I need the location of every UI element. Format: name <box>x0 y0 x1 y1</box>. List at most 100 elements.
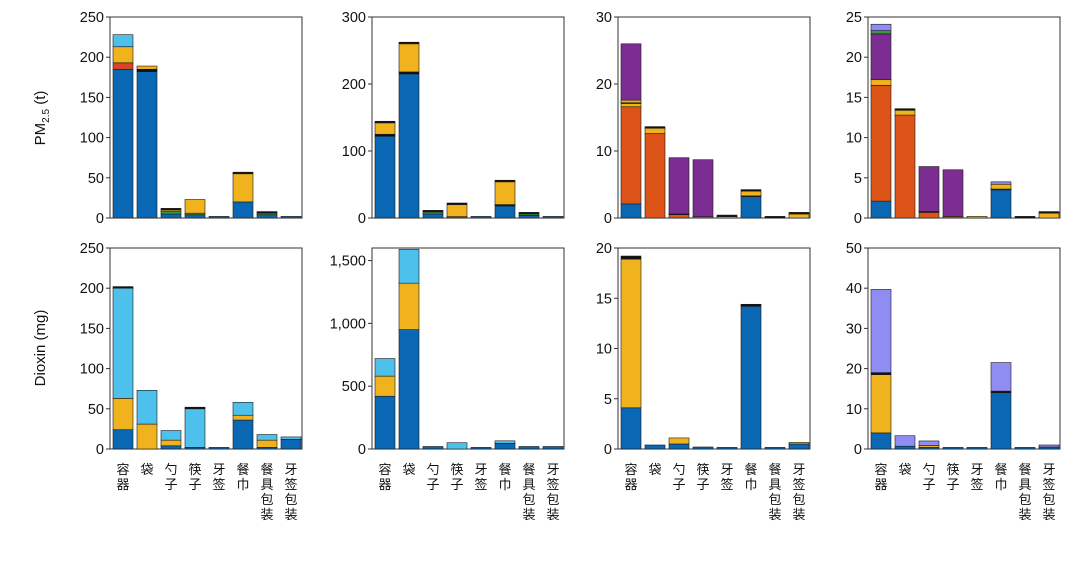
bar-segment-dark-blue <box>894 445 916 450</box>
plot-frame <box>617 247 811 450</box>
bar-segment-red-orange <box>668 214 690 219</box>
bar-segment-orange <box>870 79 892 86</box>
bar-segment-green <box>160 211 182 215</box>
bar-segment-dark-blue <box>518 446 540 450</box>
bar-segment-dark-blue <box>494 205 516 219</box>
y-tick-label: 5 <box>854 171 862 187</box>
category-label: 牙签 <box>474 463 487 493</box>
y-tick-label: 150 <box>80 90 104 106</box>
bar-segment-orange <box>620 103 642 108</box>
bar-segment-orange <box>494 181 516 205</box>
bar-segment-dark-blue <box>470 447 492 450</box>
plot-frame <box>371 16 565 219</box>
category-label: 筷子 <box>946 462 959 493</box>
y-tick-label: 200 <box>80 50 104 66</box>
bar-segment-dark-blue <box>788 443 810 450</box>
y-label-dioxin: Dioxin (mg) <box>32 310 49 387</box>
plot-frame <box>109 16 303 219</box>
bar-segment-dark-blue <box>398 73 420 219</box>
bar-segment-light-blue <box>398 248 420 284</box>
category-label: 牙签包装 <box>546 463 559 523</box>
bar-segment-light-blue <box>136 390 158 425</box>
bar-segment-light-blue <box>374 358 396 377</box>
bar-segment-orange <box>374 122 396 135</box>
bar-segment-light-blue <box>184 408 206 448</box>
bar-segment-lavender <box>918 440 940 446</box>
category-label: 容器 <box>378 462 391 493</box>
bar-segment-black <box>1014 216 1036 219</box>
y-tick-label: 1,500 <box>330 254 366 270</box>
bar-segment-light-blue <box>280 436 302 440</box>
y-tick-label: 100 <box>80 131 104 147</box>
bar-segment-light-blue <box>112 34 134 48</box>
bar-segment-purple <box>668 157 690 215</box>
y-tick-label: 250 <box>80 10 104 26</box>
bar-segment-light-blue <box>494 440 516 444</box>
bar-segment-dark-blue <box>542 216 564 219</box>
bar-segment-orange <box>184 199 206 214</box>
bar-segment-orange <box>136 423 158 450</box>
bar-segment-dark-blue <box>990 392 1012 450</box>
bar-segment-dark-blue <box>942 447 964 450</box>
bar-segment-orange <box>160 439 182 447</box>
category-label: 筷子 <box>696 462 709 493</box>
bar-segment-black <box>398 71 420 75</box>
bar-segment-black <box>422 210 444 213</box>
category-label: 餐巾 <box>744 462 757 493</box>
y-tick-label: 0 <box>604 442 612 458</box>
category-label: 袋 <box>648 463 661 478</box>
category-label: 牙签 <box>212 463 225 493</box>
bar-segment-orange <box>740 190 762 197</box>
bar-segment-orange <box>966 216 988 219</box>
bar-segment-dark-blue <box>494 443 516 450</box>
y-tick-label: 0 <box>358 211 366 227</box>
y-tick-label: 20 <box>596 241 612 257</box>
category-label: 牙签包装 <box>284 463 297 523</box>
bar-segment-light-blue <box>446 442 468 450</box>
bar-segment-purple <box>692 159 714 217</box>
bar-segment-orange <box>256 439 278 448</box>
y-tick-label: 100 <box>342 144 366 160</box>
category-label: 餐巾 <box>994 462 1007 493</box>
bar-segment-dark-blue <box>398 329 420 450</box>
bar-segment-lavender <box>1038 444 1060 448</box>
bar-segment-light-blue <box>256 434 278 441</box>
bar-segment-orange <box>870 374 892 434</box>
bar-segment-green <box>422 211 444 215</box>
y-tick-label: 0 <box>96 211 104 227</box>
bar-segment-dark-blue <box>112 68 134 219</box>
plot-frame <box>867 16 1061 219</box>
bar-segment-dark-blue <box>208 216 230 219</box>
y-tick-label: 150 <box>80 321 104 337</box>
bar-segment-black <box>644 126 666 129</box>
bar-segment-light-blue <box>160 430 182 441</box>
bar-segment-dark-blue <box>136 71 158 219</box>
bar-segment-dark-blue <box>256 214 278 219</box>
bar-segment-dark-blue <box>374 395 396 450</box>
bar-segment-black <box>788 212 810 215</box>
bar-segment-orange <box>398 282 420 330</box>
bar-segment-light-blue <box>232 402 254 416</box>
bar-segment-orange <box>894 109 916 116</box>
y-tick-label: 30 <box>846 321 862 337</box>
bar-segment-dark-blue <box>518 215 540 219</box>
bar-segment-dark-blue <box>208 447 230 450</box>
y-tick-label: 30 <box>596 10 612 26</box>
bar-segment-black <box>870 372 892 375</box>
bar-segment-dark-blue <box>620 203 642 219</box>
category-label: 容器 <box>116 462 129 493</box>
bar-segment-black <box>160 208 182 211</box>
bar-segment-dark-blue <box>374 135 396 219</box>
bar-segment-lavender <box>990 181 1012 185</box>
category-label: 容器 <box>874 462 887 493</box>
category-label: 容器 <box>624 462 637 493</box>
bar-segment-black <box>136 68 158 72</box>
y-tick-label: 10 <box>596 144 612 160</box>
y-tick-label: 50 <box>846 241 862 257</box>
bar-segment-red <box>112 62 134 70</box>
bar-segment-orange <box>398 43 420 73</box>
category-label: 袋 <box>402 463 415 478</box>
y-tick-label: 1,000 <box>330 316 366 332</box>
y-tick-label: 200 <box>80 281 104 297</box>
bar-segment-red-orange <box>894 114 916 219</box>
